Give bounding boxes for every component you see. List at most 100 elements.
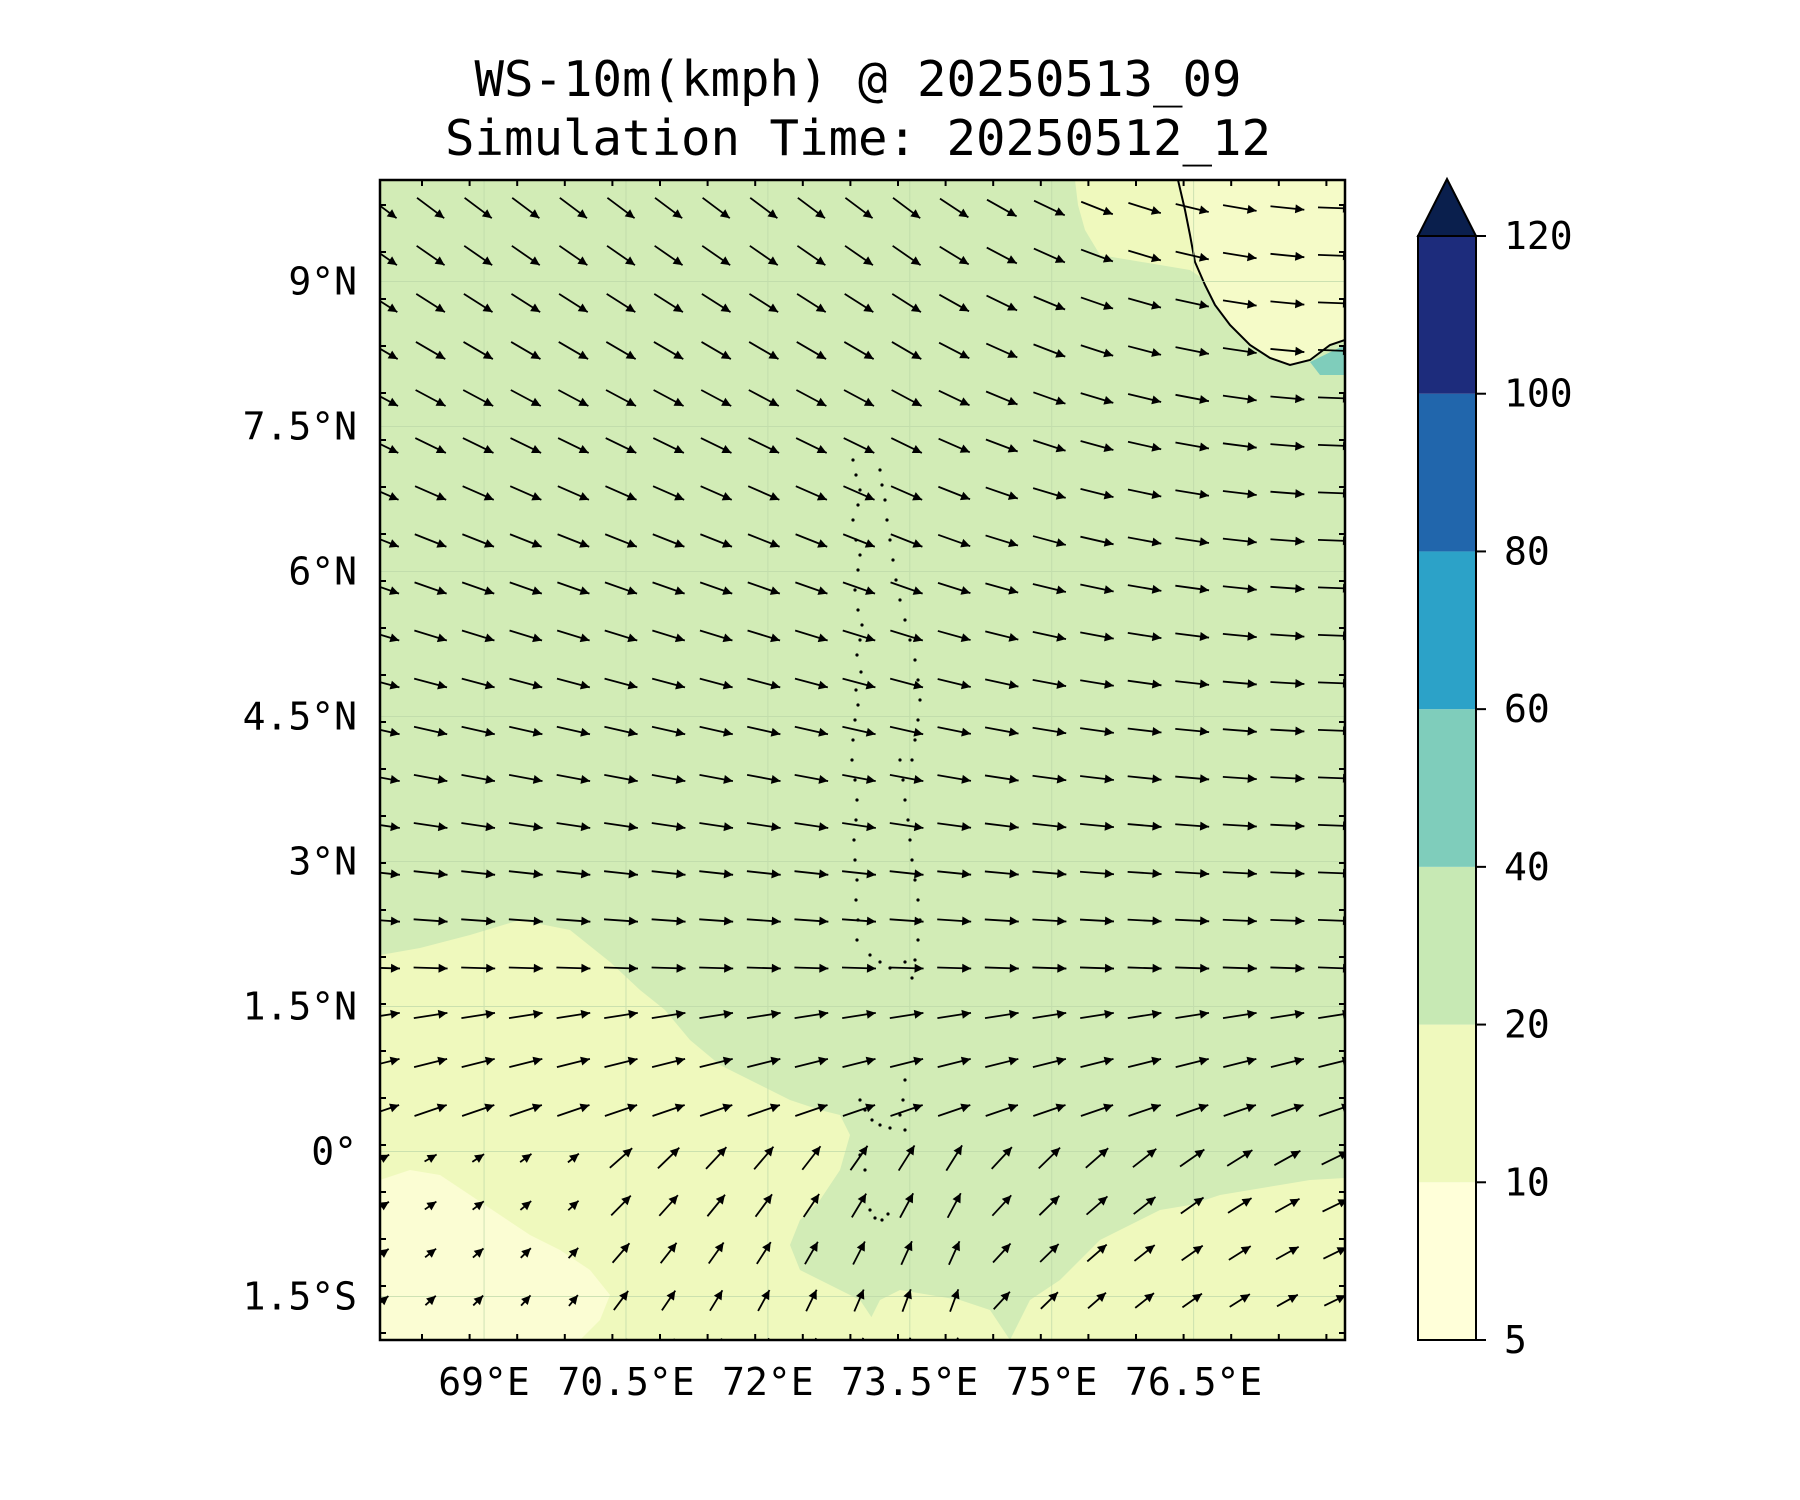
wind-arrow — [1032, 869, 1067, 879]
wind-arrow — [567, 1152, 580, 1164]
wind-arrow — [509, 1103, 543, 1117]
wind-arrow — [984, 869, 1019, 879]
wind-arrow — [1132, 1148, 1157, 1168]
wind-arrow — [652, 581, 685, 595]
wind-arrow — [606, 293, 636, 313]
island-dot — [880, 483, 884, 487]
wind-arrow — [414, 533, 447, 548]
wind-arrow — [462, 389, 494, 407]
wind-arrow — [1222, 347, 1257, 357]
wind-arrow — [651, 869, 686, 879]
wind-arrow — [1270, 821, 1305, 831]
wind-arrow — [701, 341, 732, 360]
colorbar-label-7: 120 — [1504, 214, 1573, 258]
wind-arrow — [1127, 393, 1162, 405]
wind-arrow — [795, 389, 827, 407]
wind-arrow — [1033, 295, 1066, 311]
wind-arrow — [606, 197, 636, 219]
wind-arrow — [557, 485, 590, 501]
wind-arrow — [841, 963, 877, 973]
wind-arrow — [659, 1242, 678, 1264]
wind-arrow — [652, 533, 685, 548]
wind-arrow — [605, 341, 637, 360]
wind-arrow — [1323, 1294, 1345, 1307]
wind-arrow — [510, 437, 542, 454]
wind-arrow — [747, 629, 781, 643]
wind-arrow — [424, 1153, 438, 1163]
wind-arrow — [939, 197, 969, 219]
wind-arrow — [746, 869, 781, 879]
wind-arrow — [1127, 297, 1162, 310]
wind-arrow — [701, 293, 732, 313]
wind-arrow — [605, 389, 637, 407]
wind-arrow — [1222, 821, 1257, 831]
wind-arrow — [699, 822, 734, 832]
island-dot — [913, 738, 917, 742]
wind-arrow — [1278, 1343, 1297, 1354]
island-dot — [858, 488, 862, 492]
island-dot — [903, 1078, 907, 1082]
wind-arrow — [1127, 345, 1162, 357]
wind-arrow — [802, 1193, 820, 1218]
wind-arrow — [556, 773, 591, 784]
wind-arrow — [993, 1291, 1011, 1310]
wind-arrow — [984, 963, 1019, 973]
island-dot — [918, 698, 922, 702]
wind-arrow — [1127, 1009, 1162, 1020]
island-dot — [858, 553, 862, 557]
wind-arrow — [1133, 1196, 1157, 1215]
wind-arrow — [380, 1103, 400, 1113]
wind-arrow — [605, 485, 637, 501]
wind-arrow — [461, 1103, 495, 1117]
wind-arrow — [699, 916, 734, 926]
wind-arrow — [556, 1056, 591, 1068]
wind-arrow — [461, 725, 495, 737]
wind-arrow — [651, 1056, 686, 1068]
wind-arrow — [509, 725, 543, 737]
wind-arrow — [709, 1289, 724, 1312]
wind-arrow — [937, 774, 972, 784]
wind-arrow — [1127, 536, 1162, 547]
wind-arrow — [1080, 1009, 1114, 1020]
wind-arrow — [508, 963, 543, 973]
wind-arrow — [509, 677, 543, 690]
wind-arrow — [754, 1193, 773, 1218]
island-dot — [853, 588, 857, 592]
island-dot — [873, 1216, 877, 1220]
wind-arrow — [510, 341, 541, 360]
wind-arrow — [461, 869, 496, 879]
island-dot — [856, 703, 860, 707]
wind-arrow — [746, 1009, 781, 1020]
wind-arrow — [842, 533, 876, 548]
island-dot — [908, 638, 912, 642]
wind-arrow — [414, 485, 447, 501]
island-dot — [854, 473, 858, 477]
wind-arrow — [652, 1103, 685, 1117]
island-dot — [853, 858, 857, 862]
island-dot — [908, 838, 912, 842]
island-dot — [878, 960, 882, 964]
island-dot — [859, 670, 863, 674]
wind-arrow — [1181, 1244, 1204, 1262]
island-dot — [901, 778, 905, 782]
wind-arrow — [1270, 441, 1305, 451]
island-dot — [858, 1098, 862, 1102]
wind-arrow — [889, 725, 924, 737]
wind-arrow — [1271, 1103, 1304, 1117]
wind-arrow — [1032, 535, 1067, 547]
wind-arrow — [569, 1343, 578, 1354]
map-panel — [380, 180, 1345, 1354]
wind-arrow — [1056, 1339, 1057, 1340]
y-axis-labels: 9°N 7.5°N 6°N 4.5°N 3°N 1.5°N 0° 1.5°S — [243, 260, 357, 1319]
wind-arrow — [1127, 726, 1162, 736]
wind-arrow — [1273, 1149, 1301, 1167]
wind-arrow — [1179, 1148, 1205, 1168]
island-dot — [913, 958, 917, 962]
wind-arrow — [756, 1241, 772, 1265]
wind-arrow — [380, 633, 400, 643]
x-tick-label-4: 75°E — [1006, 1360, 1098, 1404]
island-dot — [856, 608, 860, 612]
wind-arrow — [794, 1009, 829, 1020]
wind-arrow — [843, 485, 875, 501]
